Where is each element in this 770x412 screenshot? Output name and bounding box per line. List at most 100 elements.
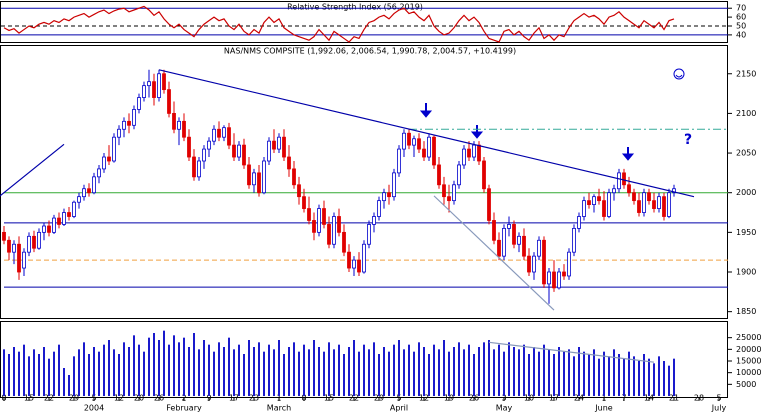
x-tick-label: 7 <box>621 394 626 403</box>
volume-bar <box>648 358 650 396</box>
candle-body <box>157 73 161 98</box>
x-tick-label: 20 <box>134 394 144 403</box>
volume-bar <box>173 335 175 396</box>
volume-bar <box>593 349 595 396</box>
candle-body <box>462 148 466 166</box>
y-tick-label: 20000 <box>736 345 761 354</box>
candle-body <box>82 188 86 198</box>
candle-body <box>632 192 636 202</box>
volume-bar <box>298 351 300 396</box>
volume-bar <box>598 358 600 396</box>
candle-body <box>607 192 611 217</box>
candle-body <box>467 148 471 158</box>
candle-body <box>522 235 526 257</box>
volume-bar <box>148 337 150 396</box>
candle-body <box>352 259 356 269</box>
volume-bar <box>438 349 440 396</box>
candle-body <box>432 136 436 166</box>
smiley-mouth <box>675 74 683 78</box>
volume-bar <box>248 340 250 396</box>
candle-body <box>512 224 516 245</box>
x-tick-label: 1 <box>601 394 606 403</box>
volume-bar <box>553 354 555 396</box>
x-tick-label: 10 <box>524 394 534 403</box>
volume-bar <box>303 344 305 396</box>
volume-bar <box>533 347 535 396</box>
candle-body <box>442 184 446 198</box>
candle-body <box>62 212 66 225</box>
volume-bar <box>613 349 615 396</box>
candle-body <box>277 136 281 150</box>
volume-bar <box>493 349 495 396</box>
month-label: February <box>166 404 202 412</box>
x-tick-label: 19 <box>444 394 454 403</box>
candle-body <box>7 239 11 253</box>
candle-body <box>517 235 521 245</box>
candle-body <box>87 188 91 194</box>
candle-body <box>67 212 71 217</box>
candle-body <box>137 97 141 110</box>
volume-bar <box>218 342 220 396</box>
volume-bar <box>293 342 295 396</box>
volume-bar <box>563 351 565 396</box>
volume-bar <box>573 356 575 396</box>
y-tick-label: 2000 <box>736 188 756 197</box>
volume-bar <box>588 354 590 396</box>
volume-bar <box>408 344 410 396</box>
candle-body <box>282 136 286 158</box>
volume-bar <box>18 351 20 396</box>
volume-bar <box>263 351 265 396</box>
candle-body <box>447 196 451 202</box>
volume-bar <box>233 349 235 396</box>
candle-body <box>347 251 351 269</box>
candle-body <box>497 239 501 257</box>
volume-bar <box>673 358 675 396</box>
candle-body <box>402 132 406 150</box>
candle-body <box>122 120 126 130</box>
volume-bar <box>198 349 200 396</box>
candle-body <box>477 144 481 162</box>
candle-body <box>337 216 341 233</box>
volume-bar <box>103 344 105 396</box>
x-tick-label: 9 <box>206 394 211 403</box>
candle-body <box>577 216 581 229</box>
volume-bar <box>463 349 465 396</box>
x-tick-label: 15 <box>324 394 334 403</box>
volume-bar <box>93 347 95 396</box>
candle-body <box>487 188 491 221</box>
rsi-panel <box>0 1 728 43</box>
volume-bar <box>138 344 140 396</box>
candle-body <box>217 128 221 138</box>
y-tick-label: 2100 <box>736 109 756 118</box>
volume-bar <box>388 351 390 396</box>
candle-body <box>592 196 596 206</box>
volume-bar <box>548 349 550 396</box>
volume-bar <box>353 340 355 396</box>
volume-bar <box>423 347 425 396</box>
x-tick-label: 17 <box>229 394 239 403</box>
trendline <box>158 69 695 198</box>
volume-bar <box>253 347 255 396</box>
volume-bar <box>478 347 480 396</box>
candle-body <box>537 239 541 257</box>
volume-bar <box>58 344 60 396</box>
y-tick-label: 10000 <box>736 368 761 377</box>
candle-body <box>332 216 336 245</box>
month-label: May <box>496 404 513 412</box>
volume-bar <box>108 340 110 396</box>
volume-bar <box>223 347 225 396</box>
candle-body <box>637 200 641 213</box>
volume-bar <box>163 330 165 396</box>
y-tick-label: 1900 <box>736 268 756 277</box>
volume-bar <box>518 349 520 396</box>
month-label: April <box>390 404 408 412</box>
x-tick-label: 28 <box>694 394 704 403</box>
candle-body <box>242 144 246 166</box>
volume-bar <box>468 344 470 396</box>
x-tick-label: 29 <box>374 394 384 403</box>
volume-bar <box>523 344 525 396</box>
volume-bar <box>133 335 135 396</box>
volume-bar <box>113 349 115 396</box>
candle-body <box>57 217 61 225</box>
candle-body <box>377 200 381 217</box>
